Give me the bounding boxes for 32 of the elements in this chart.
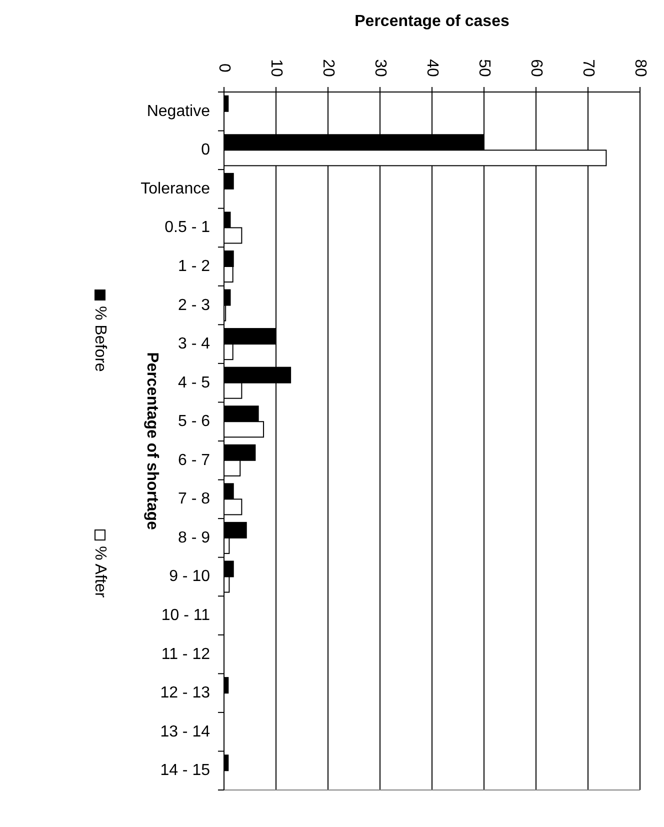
y-tick-label: 9 - 10 xyxy=(169,568,210,586)
x-tick-label: 30 xyxy=(372,59,388,77)
x-tick-label: 60 xyxy=(528,59,544,77)
legend-label: % Before xyxy=(92,306,108,372)
y-tick-label: 4 - 5 xyxy=(178,374,210,392)
y-tick-label: 11 - 12 xyxy=(161,646,210,663)
x-tick-label: 70 xyxy=(580,59,596,77)
y-tick-label: 8 - 9 xyxy=(178,529,210,546)
y-tick-label: 12 - 13 xyxy=(160,684,210,702)
y-tick-label: 6 - 7 xyxy=(178,452,210,469)
x-tick-label: 80 xyxy=(632,59,648,77)
bar xyxy=(224,172,234,190)
y-axis-title: Percentage of shortage xyxy=(144,352,160,530)
y-tick-label: 0 xyxy=(201,142,210,159)
y-tick-label: 1 - 2 xyxy=(178,258,210,275)
x-tick-label: 40 xyxy=(424,59,440,77)
y-tick-label: 7 - 8 xyxy=(178,490,210,508)
y-tick-label: 2 - 3 xyxy=(178,296,210,314)
x-tick-label: 50 xyxy=(476,59,492,77)
x-tick-label: 0 xyxy=(216,64,232,73)
y-tick-label: Tolerance xyxy=(140,180,210,198)
y-tick-label: 0.5 - 1 xyxy=(164,219,210,236)
y-tick-label: Negative xyxy=(146,102,210,120)
legend-label: % After xyxy=(92,546,108,598)
x-tick-label: 10 xyxy=(268,59,284,77)
y-tick-label: 3 - 4 xyxy=(178,336,210,353)
x-axis-title: Percentage of cases xyxy=(354,13,510,30)
y-tick-label: 5 - 6 xyxy=(178,413,210,430)
y-tick-label: 10 - 11 xyxy=(161,607,210,624)
y-tick-label: 14 - 15 xyxy=(160,762,210,780)
x-tick-label: 20 xyxy=(320,59,336,77)
y-tick-label: 13 - 14 xyxy=(160,723,210,740)
